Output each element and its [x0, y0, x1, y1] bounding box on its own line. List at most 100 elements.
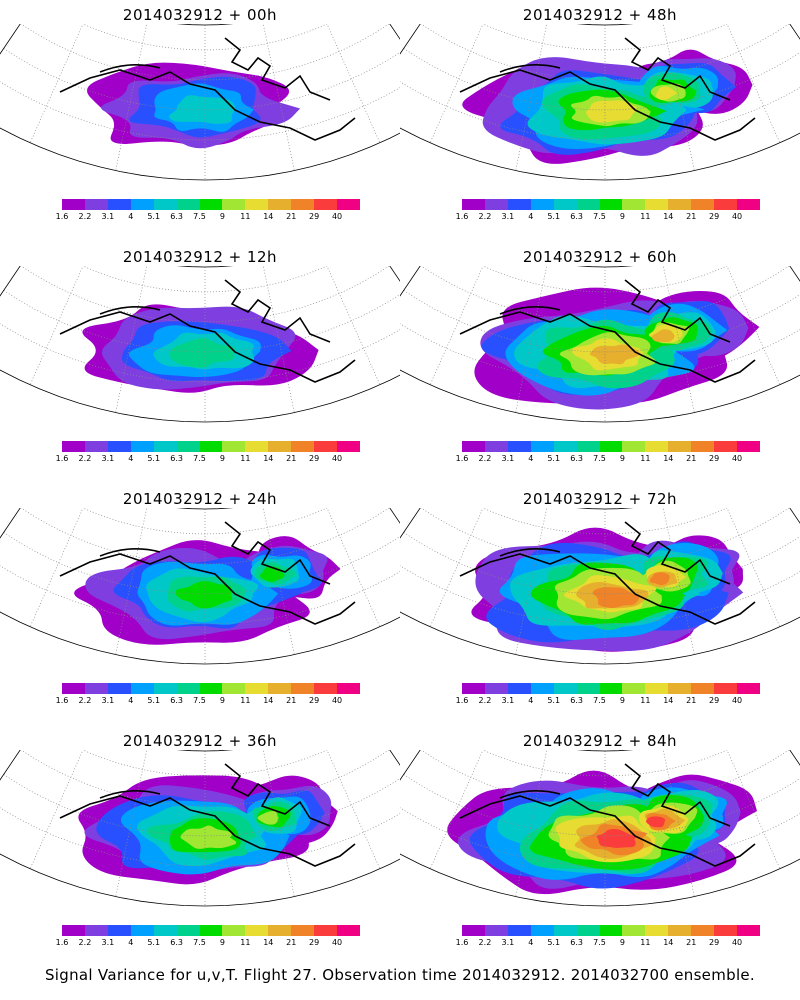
variance-contour — [586, 100, 637, 123]
colorbar-tick-label: 2.2 — [478, 212, 492, 221]
colorbar-segment — [199, 199, 223, 210]
colorbar-segment — [176, 683, 200, 694]
colorbar-segment — [645, 441, 669, 452]
colorbar-segment — [222, 683, 246, 694]
colorbar-ticks: 1.6 2.2 3.1 4 5.1 6.3 7.5 9 11 14 21 29 40 — [56, 938, 360, 948]
map-panel: 2014032912 + 72h 1.6 2.2 3.1 4 5.1 6.3 7.5 9 11 14… — [400, 484, 800, 724]
colorbar-segment — [507, 683, 531, 694]
colorbar-tick-label: 7.5 — [193, 938, 206, 947]
colorbar-segment — [668, 199, 692, 210]
variance-contour — [592, 587, 640, 608]
colorbar-segment — [622, 441, 646, 452]
colorbar-tick-label: 29 — [709, 212, 720, 221]
panel-title: 2014032912 + 48h — [522, 6, 678, 24]
graticule — [0, 24, 400, 180]
colorbar-tick-label: 29 — [309, 212, 320, 221]
colorbar-segment — [62, 683, 85, 694]
colorbar-tick-label: 40 — [331, 938, 343, 947]
colorbar-segment — [622, 683, 646, 694]
colorbar-segment — [507, 925, 531, 936]
colorbar-segment — [268, 683, 292, 694]
colorbar-segment — [553, 925, 577, 936]
colorbar-tick-label: 3.1 — [101, 938, 115, 947]
colorbar-segment — [153, 683, 177, 694]
colorbar-segment — [268, 199, 292, 210]
colorbar-segment — [668, 441, 692, 452]
colorbar-segment — [462, 199, 485, 210]
colorbar-tick-label: 5.1 — [147, 696, 161, 705]
coastline — [59, 763, 356, 867]
colorbar — [462, 925, 760, 936]
colorbar-segment — [691, 441, 715, 452]
colorbar-segment — [84, 925, 108, 936]
colorbar-tick-label: 11 — [240, 696, 251, 705]
map-panel: 2014032912 + 84h 1.6 2.2 3.1 4 5.1 6.3 7.5 9 11 14… — [400, 726, 800, 966]
colorbar-tick-label: 40 — [731, 212, 743, 221]
colorbar-tick-label: 5.1 — [547, 696, 561, 705]
colorbar-tick-label: 11 — [240, 938, 251, 947]
colorbar-segment — [314, 925, 338, 936]
colorbar-segment — [691, 199, 715, 210]
colorbar-segment — [62, 925, 85, 936]
colorbar-segment — [291, 683, 315, 694]
map-panel: 2014032912 + 60h 1.6 2.2 3.1 4 5.1 6.3 7.5 9 11 14… — [400, 242, 800, 482]
panel-title: 2014032912 + 36h — [122, 732, 278, 750]
colorbar-tick-label: 7.5 — [193, 454, 206, 463]
colorbar-segment — [84, 683, 108, 694]
colorbar-segment — [245, 925, 269, 936]
colorbar-tick-label: 14 — [263, 696, 274, 705]
colorbar-tick-label: 4 — [128, 938, 134, 947]
colorbar — [462, 683, 760, 694]
variance-contour — [169, 338, 236, 368]
colorbar-segment — [484, 683, 508, 694]
colorbar-tick-label: 9 — [619, 938, 625, 947]
map-panel: 2014032912 + 12h 1.6 2.2 3.1 4 5.1 6.3 7.5 9 11 14… — [0, 242, 400, 482]
map-outline — [0, 266, 400, 423]
colorbar-tick-label: 21 — [286, 938, 297, 947]
panel-title: 2014032912 + 84h — [522, 732, 678, 750]
colorbar-segment — [553, 199, 577, 210]
graticule — [400, 508, 800, 664]
colorbar-segment — [222, 199, 246, 210]
colorbar-segment — [153, 199, 177, 210]
colorbar-segment — [737, 683, 760, 694]
colorbar-tick-label: 21 — [286, 454, 297, 463]
colorbar-tick-label: 1.6 — [55, 454, 69, 463]
colorbar-segment — [599, 683, 623, 694]
panel-title: 2014032912 + 24h — [122, 490, 278, 508]
variance-contour — [646, 816, 666, 828]
colorbar-tick-label: 3.1 — [101, 696, 115, 705]
colorbar-tick-label: 2.2 — [478, 938, 492, 947]
colorbar-segment — [107, 925, 131, 936]
colorbar-tick-label: 21 — [686, 454, 697, 463]
colorbar-segment — [153, 925, 177, 936]
panel-title: 2014032912 + 60h — [522, 248, 678, 266]
colorbar-segment — [530, 683, 554, 694]
colorbar-segment — [576, 925, 600, 936]
colorbar-ticks: 1.6 2.2 3.1 4 5.1 6.3 7.5 9 11 14 21 29 40 — [456, 696, 760, 706]
variance-map — [400, 24, 800, 181]
colorbar-segment — [553, 683, 577, 694]
colorbar-segment — [268, 925, 292, 936]
panel-title: 2014032912 + 12h — [122, 248, 278, 266]
colorbar-tick-label: 5.1 — [547, 212, 561, 221]
variance-field — [74, 536, 341, 645]
colorbar-segment — [484, 441, 508, 452]
colorbar-tick-label: 5.1 — [547, 938, 561, 947]
colorbar-tick-label: 29 — [309, 696, 320, 705]
graticule — [400, 750, 800, 906]
colorbar-segment — [62, 441, 85, 452]
colorbar-segment — [176, 441, 200, 452]
colorbar-segment — [530, 925, 554, 936]
colorbar-segment — [645, 683, 669, 694]
colorbar-segment — [462, 441, 485, 452]
colorbar-tick-label: 7.5 — [593, 696, 606, 705]
map-panel: 2014032912 + 00h 1.6 2.2 3.1 4 5.1 6.3 7.5 9 11 14… — [0, 0, 400, 240]
colorbar-segment — [107, 683, 131, 694]
colorbar-tick-label: 4 — [528, 938, 534, 947]
colorbar-tick-label: 4 — [528, 696, 534, 705]
colorbar-tick-label: 9 — [619, 454, 625, 463]
colorbar-tick-label: 11 — [640, 696, 651, 705]
colorbar-segment — [62, 199, 85, 210]
colorbar-segment — [314, 441, 338, 452]
